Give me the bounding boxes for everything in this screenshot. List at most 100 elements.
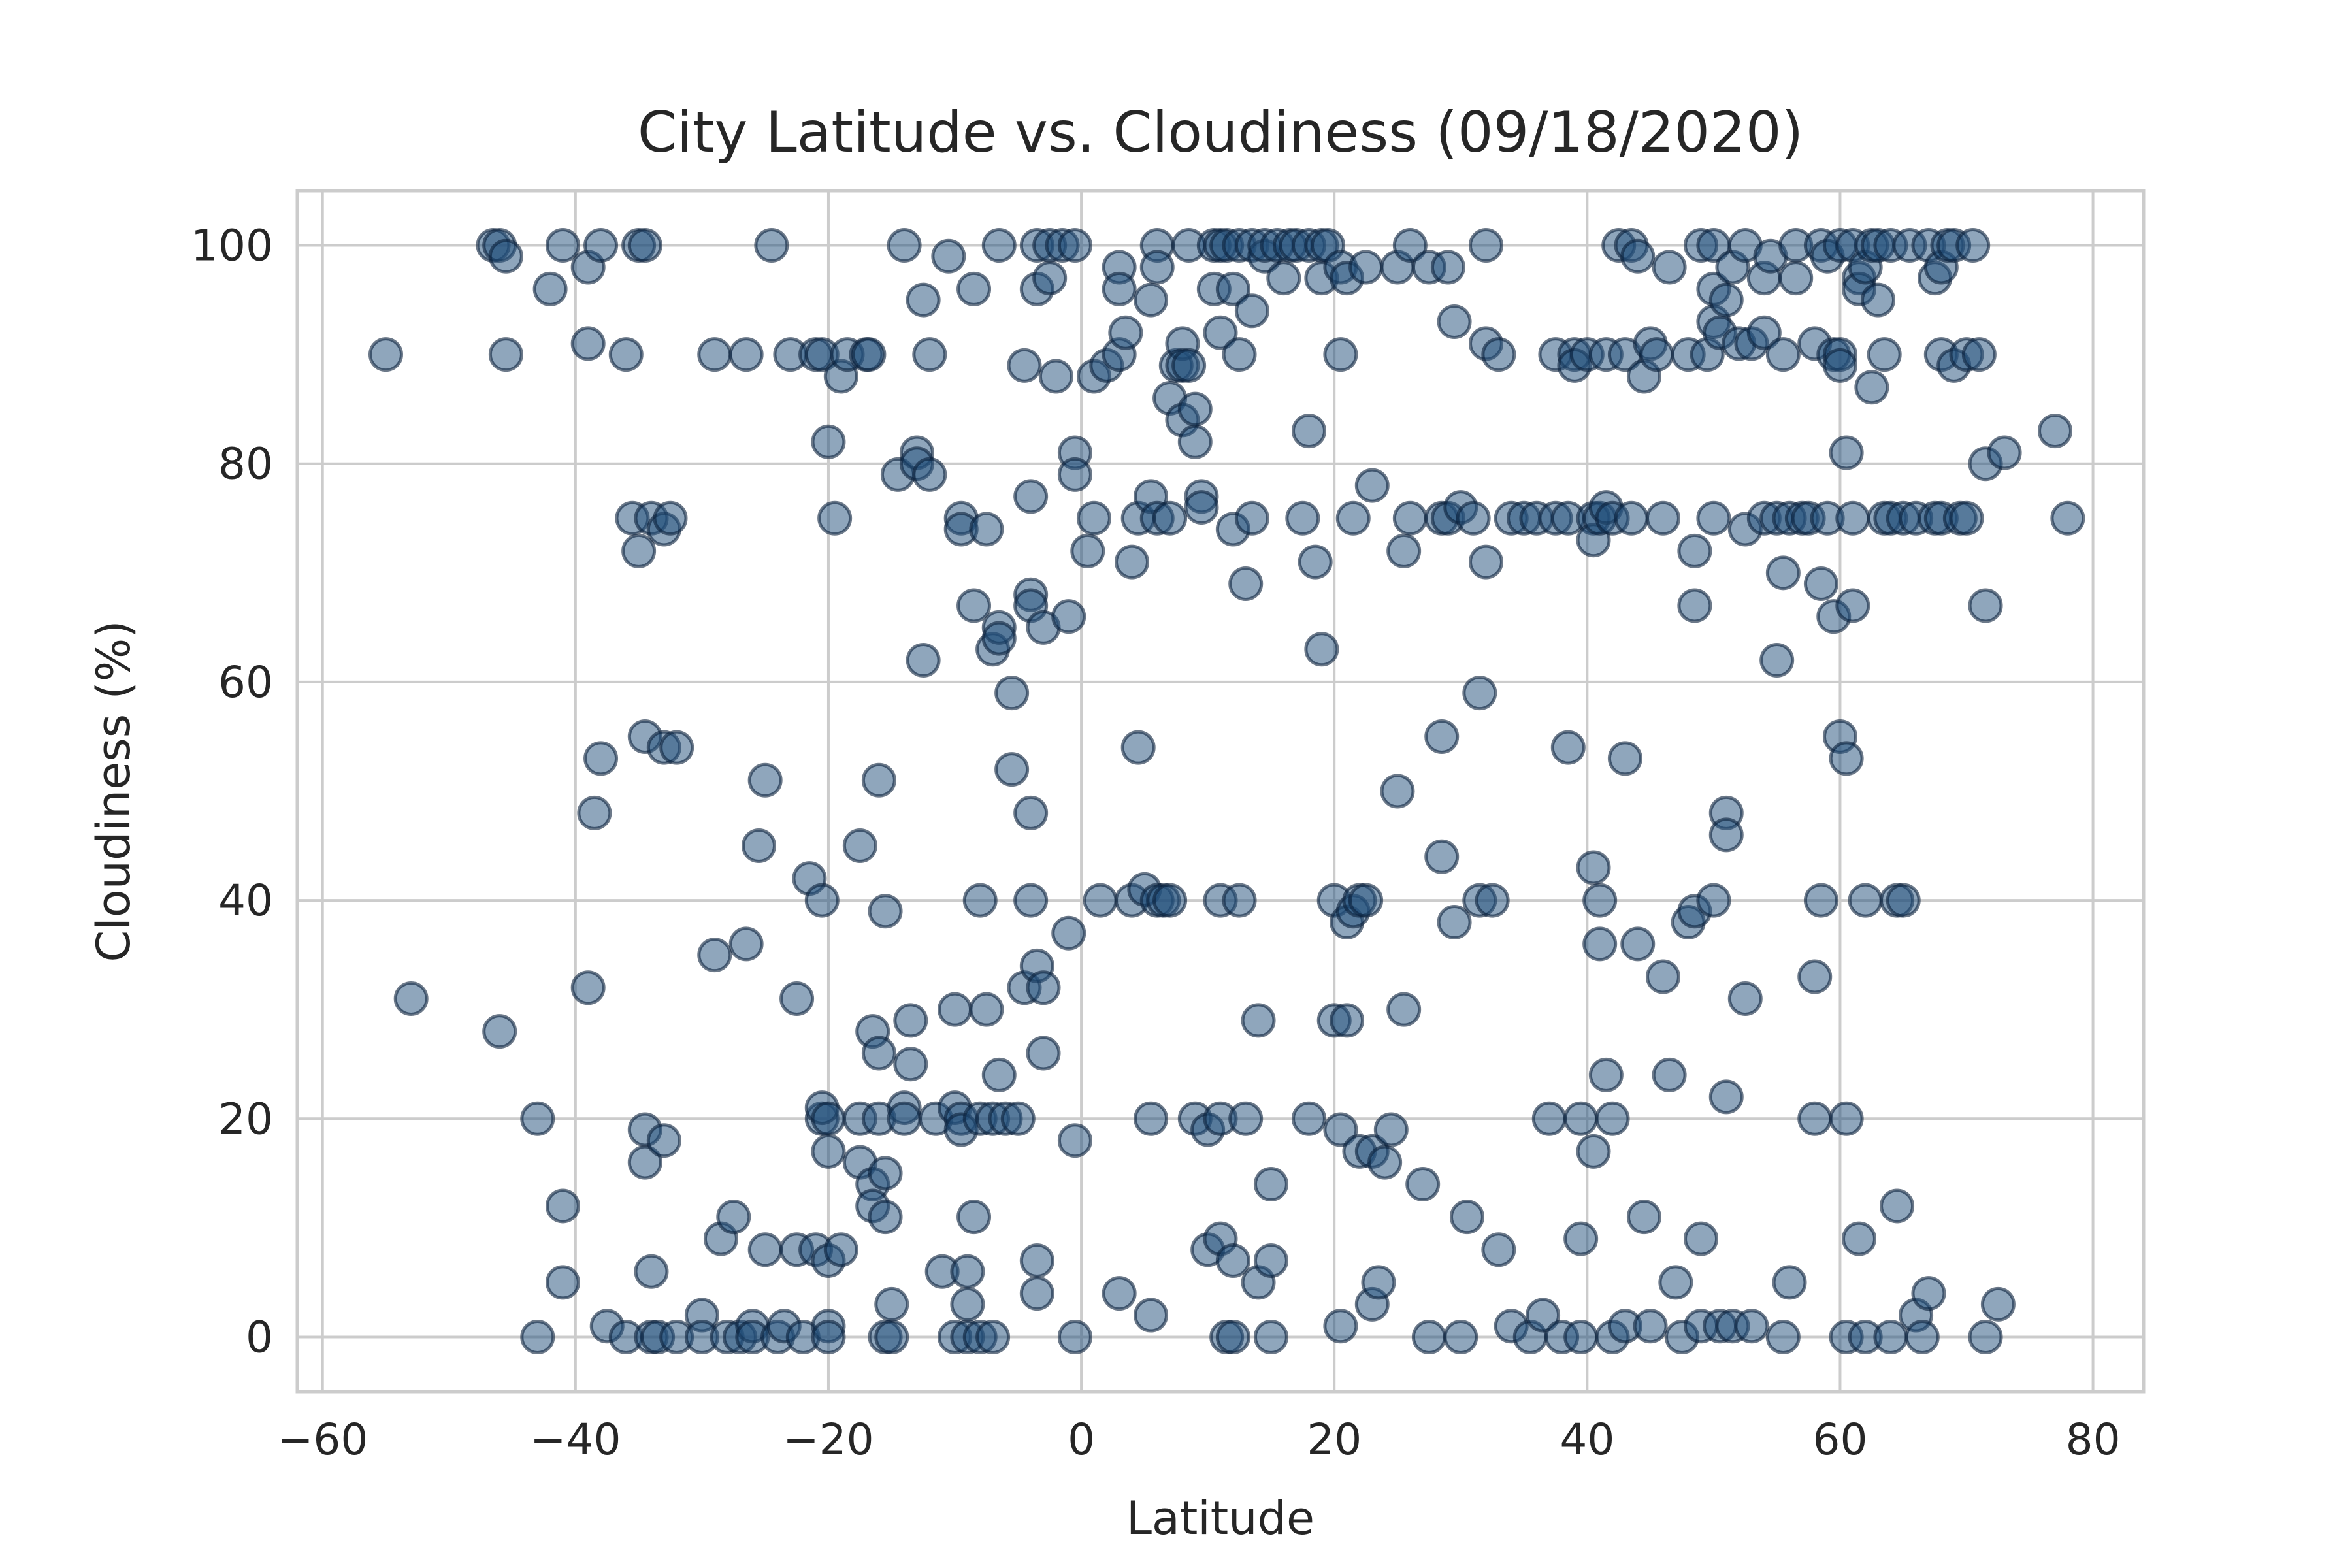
- data-point: [1759, 642, 1795, 678]
- data-point: [697, 337, 732, 372]
- data-point: [1411, 1319, 1446, 1354]
- data-point: [1746, 315, 1782, 350]
- data-point: [1392, 500, 1428, 536]
- chart-title: City Latitude vs. Cloudiness (09/18/2020…: [638, 100, 1803, 165]
- data-point: [697, 938, 732, 973]
- data-point: [1026, 970, 1061, 1005]
- data-point: [1057, 228, 1092, 263]
- data-point: [842, 828, 877, 864]
- data-point: [621, 533, 657, 568]
- data-point: [1348, 883, 1384, 918]
- data-point: [1778, 261, 1814, 296]
- data-point: [1645, 959, 1680, 994]
- data-point: [1184, 490, 1219, 525]
- y-tick-label: 0: [246, 1312, 273, 1362]
- data-point: [1215, 1243, 1250, 1278]
- data-point: [1152, 883, 1188, 918]
- data-point: [1677, 533, 1712, 568]
- data-point: [1987, 435, 2022, 470]
- data-point: [851, 337, 887, 372]
- data-point: [742, 828, 776, 864]
- data-point: [1253, 1243, 1288, 1278]
- data-point: [1424, 839, 1460, 874]
- data-point: [1102, 1276, 1137, 1311]
- data-point: [1563, 1221, 1599, 1256]
- data-point: [950, 1254, 985, 1289]
- data-point: [1822, 348, 1857, 383]
- data-point: [1392, 228, 1428, 263]
- data-point: [1582, 926, 1618, 962]
- data-point: [956, 1200, 992, 1235]
- data-point: [1582, 883, 1618, 918]
- x-tick-label: −20: [783, 1414, 874, 1465]
- data-point: [1266, 261, 1301, 296]
- data-point: [1038, 359, 1073, 394]
- data-point: [1708, 282, 1744, 318]
- data-point: [608, 337, 644, 372]
- data-point: [1481, 337, 1516, 372]
- data-point: [1841, 1221, 1876, 1256]
- data-point: [1633, 1309, 1668, 1344]
- data-point: [1797, 1101, 1833, 1136]
- data-point: [1424, 719, 1460, 754]
- x-tick-label: −40: [530, 1414, 621, 1465]
- data-point: [1241, 1003, 1276, 1038]
- data-point: [1861, 282, 1896, 318]
- data-point: [1961, 337, 1997, 372]
- y-axis-label: Cloudiness (%): [87, 620, 140, 962]
- y-tick-label: 60: [218, 657, 273, 708]
- data-point: [868, 894, 903, 929]
- data-point: [1386, 992, 1422, 1027]
- data-point: [1215, 271, 1250, 306]
- data-point: [1057, 1123, 1092, 1158]
- data-point: [1367, 1145, 1403, 1180]
- data-points: [368, 228, 2085, 1354]
- data-point: [1588, 1057, 1624, 1092]
- data-point: [1835, 588, 1870, 623]
- data-point: [811, 1134, 846, 1169]
- data-point: [1051, 599, 1086, 634]
- data-point: [368, 337, 403, 372]
- data-point: [868, 1200, 903, 1235]
- data-point: [975, 1319, 1011, 1354]
- data-point: [1734, 1309, 1769, 1344]
- data-point: [1380, 774, 1415, 809]
- data-point: [1765, 555, 1801, 591]
- data-point: [981, 1057, 1017, 1092]
- data-point: [1323, 1112, 1358, 1147]
- data-point: [1708, 1079, 1744, 1115]
- data-point: [811, 1319, 846, 1354]
- data-point: [634, 1254, 669, 1289]
- data-point: [1373, 1112, 1409, 1147]
- data-point: [1304, 632, 1339, 667]
- x-axis-label: Latitude: [1126, 1492, 1315, 1545]
- data-point: [1032, 261, 1068, 296]
- data-point: [393, 981, 429, 1016]
- data-point: [1955, 228, 1991, 263]
- data-point: [1481, 1232, 1516, 1267]
- data-point: [1854, 370, 1889, 405]
- data-point: [1330, 1003, 1365, 1038]
- data-point: [1576, 850, 1611, 885]
- data-point: [1115, 544, 1150, 580]
- data-point: [577, 795, 612, 830]
- data-point: [1134, 282, 1169, 318]
- data-point: [1475, 883, 1510, 918]
- x-tick-label: 40: [1560, 1414, 1614, 1465]
- data-point: [887, 1101, 922, 1136]
- data-point: [969, 512, 1004, 547]
- data-point: [1222, 337, 1257, 372]
- data-point: [1658, 1265, 1693, 1300]
- data-point: [2038, 414, 2073, 449]
- data-point: [488, 238, 523, 274]
- data-point: [1102, 271, 1137, 306]
- data-point: [1468, 544, 1503, 580]
- data-point: [823, 1232, 858, 1267]
- data-point: [754, 228, 789, 263]
- data-point: [811, 424, 846, 459]
- y-tick-label: 100: [191, 221, 273, 271]
- data-point: [1298, 544, 1333, 580]
- data-point: [1000, 1101, 1036, 1136]
- data-point: [1727, 981, 1763, 1016]
- data-point: [981, 621, 1017, 656]
